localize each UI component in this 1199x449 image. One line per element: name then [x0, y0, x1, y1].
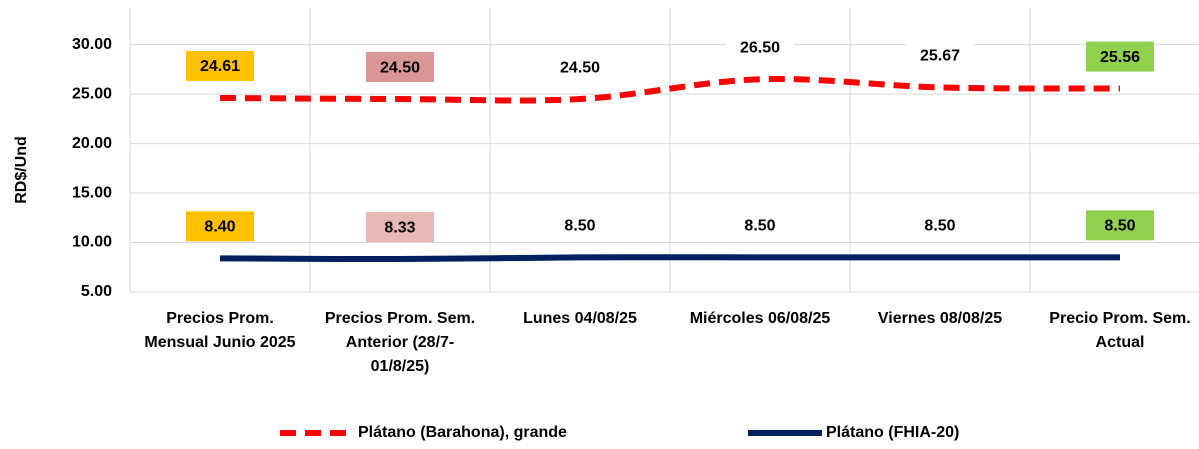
- data-label-box: [546, 210, 614, 241]
- series-line: [219, 75, 1121, 104]
- legend-label: Plátano (FHIA-20): [826, 424, 959, 441]
- data-label: 8.40: [204, 219, 235, 236]
- x-tick-label: Viernes 08/08/25: [877, 310, 1003, 327]
- y-tick-label: 20.00: [72, 135, 112, 152]
- data-label: 24.50: [560, 59, 600, 76]
- data-label-box: [366, 212, 434, 243]
- data-label-box: [186, 211, 254, 242]
- data-label-box: [546, 52, 614, 83]
- data-label: 24.50: [380, 59, 420, 76]
- data-label-box: [906, 210, 974, 241]
- y-tick-label: 5.00: [81, 283, 112, 300]
- x-tick-label: Lunes 04/08/25: [523, 310, 637, 327]
- y-tick-label: 25.00: [72, 85, 112, 102]
- data-label: 25.67: [920, 48, 960, 65]
- y-tick-label: 15.00: [72, 184, 112, 201]
- data-label: 26.50: [740, 39, 780, 56]
- data-label-box: [906, 40, 974, 71]
- x-tick-label: Precios Prom. Sem. Anterior (28/7-01/8/2…: [324, 310, 476, 375]
- x-tick-label: Precio Prom. Sem. Actual: [1049, 310, 1191, 351]
- data-label: 8.50: [924, 218, 955, 235]
- y-tick-label: 30.00: [72, 36, 112, 53]
- data-label: 8.50: [564, 218, 595, 235]
- data-label-box: [726, 32, 794, 63]
- y-axis-label: RD$/Und: [13, 136, 30, 204]
- x-tick-label: Precios Prom. Mensual Junio 2025: [144, 310, 296, 351]
- data-label-box: [1086, 41, 1154, 72]
- legend-label: Plátano (Barahona), grande: [358, 424, 567, 441]
- data-label-box: [366, 52, 434, 83]
- data-label-box: [186, 50, 254, 81]
- data-label: 8.50: [744, 218, 775, 235]
- data-label-box: [726, 210, 794, 241]
- data-label: 24.61: [200, 58, 240, 75]
- series-line: [219, 254, 1120, 263]
- data-label: 8.33: [384, 219, 415, 236]
- data-label: 8.50: [1104, 218, 1135, 235]
- data-label-box: [1086, 210, 1154, 241]
- data-label: 25.56: [1100, 49, 1140, 66]
- y-tick-label: 10.00: [72, 234, 112, 251]
- x-tick-label: Miércoles 06/08/25: [689, 310, 831, 327]
